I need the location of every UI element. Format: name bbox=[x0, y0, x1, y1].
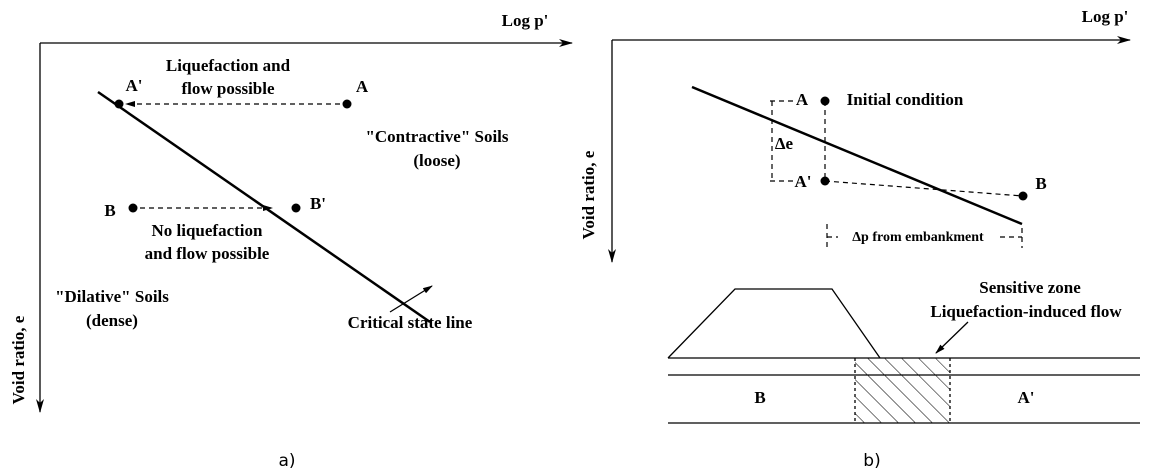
panel-b: Log p' Void ratio, e A Initial condition… bbox=[579, 7, 1140, 471]
caption: b) bbox=[863, 451, 880, 471]
point bbox=[343, 100, 352, 109]
caption: a) bbox=[278, 451, 295, 471]
region-label: (dense) bbox=[86, 311, 138, 330]
annotation: Sensitive zone bbox=[979, 278, 1081, 297]
ground-label: B bbox=[754, 388, 765, 407]
annotation: Liquefaction-induced flow bbox=[930, 302, 1122, 321]
point-label: A bbox=[796, 90, 809, 109]
point-label: B' bbox=[310, 194, 326, 213]
embankment bbox=[668, 289, 880, 358]
line-label: Critical state line bbox=[348, 313, 473, 332]
annotation: Δp from embankment bbox=[852, 230, 984, 245]
annotation: flow possible bbox=[181, 79, 274, 98]
region-label: (loose) bbox=[413, 151, 460, 170]
y-axis-label: Void ratio, e bbox=[579, 150, 598, 239]
region-label: "Contractive" Soils bbox=[365, 127, 508, 146]
point bbox=[1019, 192, 1028, 201]
sensitive-zone bbox=[855, 358, 950, 423]
annotation: Initial condition bbox=[847, 90, 964, 109]
x-axis-label: Log p' bbox=[1082, 7, 1129, 26]
point bbox=[292, 204, 301, 213]
panel-a: Log p' Void ratio, e A' A B B' Liquefact… bbox=[9, 11, 572, 471]
point bbox=[129, 204, 138, 213]
annotation: Δe bbox=[775, 134, 794, 153]
x-axis-label: Log p' bbox=[502, 11, 549, 30]
annotation: Liquefaction and bbox=[166, 56, 291, 75]
point-label: B bbox=[104, 201, 115, 220]
point-label: B bbox=[1035, 174, 1046, 193]
point-label: A' bbox=[126, 76, 143, 95]
point-label: A bbox=[356, 77, 369, 96]
ground-label: A' bbox=[1018, 388, 1035, 407]
annotation: and flow possible bbox=[145, 244, 270, 263]
point bbox=[115, 100, 124, 109]
point bbox=[821, 97, 830, 106]
figure: Log p' Void ratio, e A' A B B' Liquefact… bbox=[0, 0, 1167, 473]
annotation: No liquefaction bbox=[152, 221, 264, 240]
y-axis-label: Void ratio, e bbox=[9, 315, 28, 404]
region-label: "Dilative" Soils bbox=[55, 287, 169, 306]
point-label: A' bbox=[795, 172, 812, 191]
point bbox=[821, 177, 830, 186]
pointer bbox=[936, 322, 968, 353]
